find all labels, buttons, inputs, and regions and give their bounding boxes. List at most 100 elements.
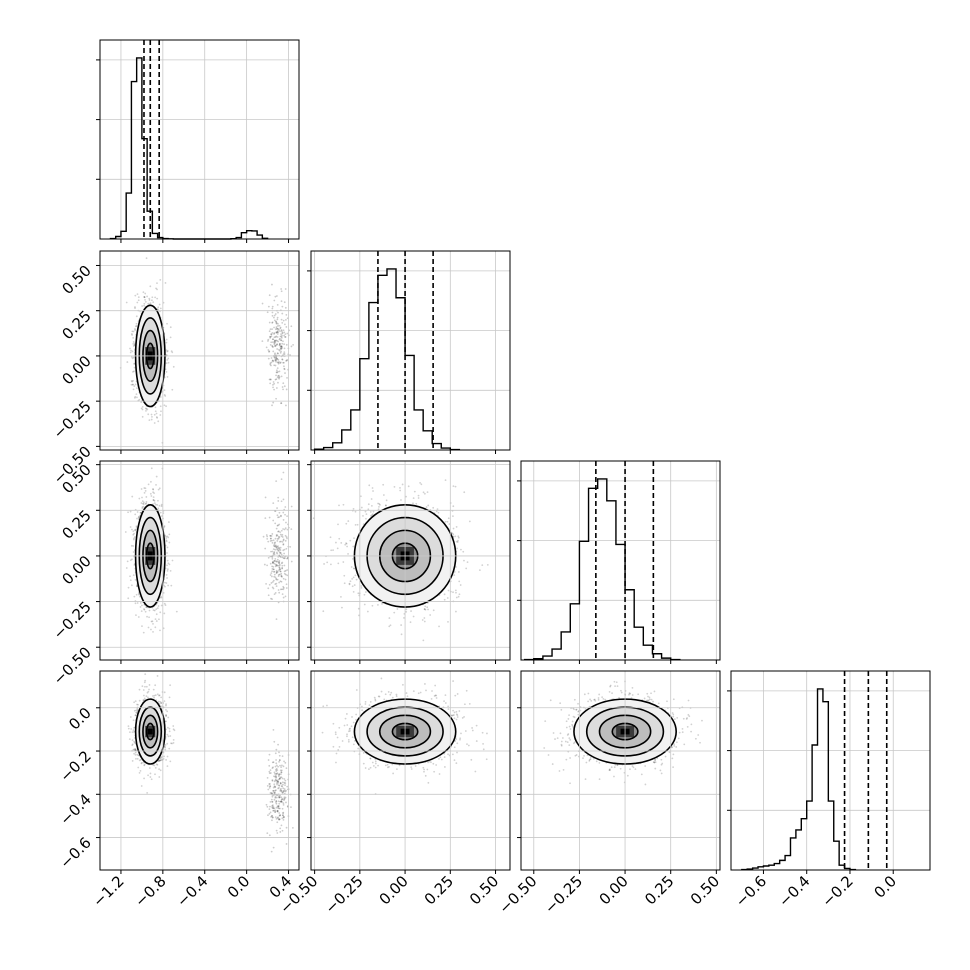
scatter-point [671,712,674,714]
scatter-point [158,504,161,507]
scatter-point [273,326,275,329]
scatter-point [348,728,351,730]
scatter-point [289,354,292,356]
scatter-point [286,358,289,361]
scatter-point [549,699,552,702]
scatter-point [279,533,282,536]
scatter-point [608,768,611,771]
scatter-point [280,402,283,405]
scatter-point [153,696,155,699]
scatter-point [652,700,654,703]
scatter-point [138,759,141,762]
scatter-point [128,731,131,734]
scatter-point [268,294,271,297]
scatter-point [364,767,367,769]
scatter-point [589,756,592,759]
scatter-point [270,572,273,575]
scatter-point [277,550,280,552]
scatter-point [269,562,272,565]
scatter-point [388,765,390,768]
scatter-point [277,805,280,808]
scatter-point [428,760,431,763]
scatter-point [150,480,152,483]
y-tick-label-2-2: 0.00 [58,552,94,588]
scatter-point [274,563,277,566]
scatter-point [275,829,278,832]
scatter-point [653,761,656,764]
scatter-point [271,761,274,764]
scatter-point [619,767,622,770]
scatter-point [274,791,276,794]
scatter-point [282,790,285,793]
scatter-point [273,771,276,774]
scatter-point [153,492,156,495]
scatter-point [276,514,279,517]
scatter-point [131,495,134,498]
scatter-point [273,332,276,334]
scatter-point [131,383,134,386]
scatter-point [168,696,171,699]
scatter-point [332,745,335,748]
scatter-point [284,306,287,309]
scatter-point [274,352,276,355]
scatter-point [345,542,347,545]
scatter-point [453,714,455,716]
scatter-point [400,499,402,501]
scatter-point [156,288,158,291]
joint-panel-2-1 [312,479,489,642]
scatter-point [262,535,265,538]
scatter-point [272,346,274,348]
scatter-point [163,526,166,529]
scatter-point [140,401,143,404]
scatter-point [138,515,141,518]
scatter-point [175,610,178,613]
scatter-point [155,608,158,611]
scatter-point [271,586,274,589]
scatter-point [419,691,422,694]
scatter-point [475,740,478,742]
scatter-point [278,814,281,817]
scatter-point [139,511,142,514]
scatter-point [370,514,373,517]
scatter-point [587,692,590,695]
scatter-point [282,818,285,821]
scatter-point [367,508,370,511]
scatter-point [267,814,269,817]
scatter-point [433,695,436,697]
scatter-point [274,583,277,586]
scatter-point [282,577,285,580]
scatter-point [278,547,281,549]
scatter-point [277,780,279,783]
scatter-point [461,717,464,719]
scatter-point [132,345,135,347]
scatter-point [383,698,386,701]
scatter-point [166,546,169,549]
scatter-point [281,807,284,810]
scatter-point [629,692,632,695]
scatter-point [273,562,276,565]
scatter-point [135,322,138,325]
marginal-panel-2 [520,460,721,661]
scatter-point [129,347,131,350]
scatter-point [136,585,138,588]
scatter-point [364,701,367,703]
scatter-point [286,574,289,577]
scatter-point [275,806,278,809]
scatter-point [280,375,283,378]
scatter-point [271,321,274,324]
scatter-point [569,728,572,730]
scatter-point [286,569,289,571]
scatter-point [283,331,286,334]
scatter-point [276,570,279,573]
scatter-point [283,557,286,560]
scatter-point [132,336,135,339]
scatter-point [153,422,156,424]
scatter-point [277,778,280,781]
scatter-point [277,805,280,808]
y-tick-label-2-1: −0.25 [50,598,95,643]
scatter-point [134,294,137,297]
scatter-point [395,695,398,698]
scatter-point [457,595,460,598]
scatter-point [272,552,275,555]
scatter-point [456,716,459,718]
